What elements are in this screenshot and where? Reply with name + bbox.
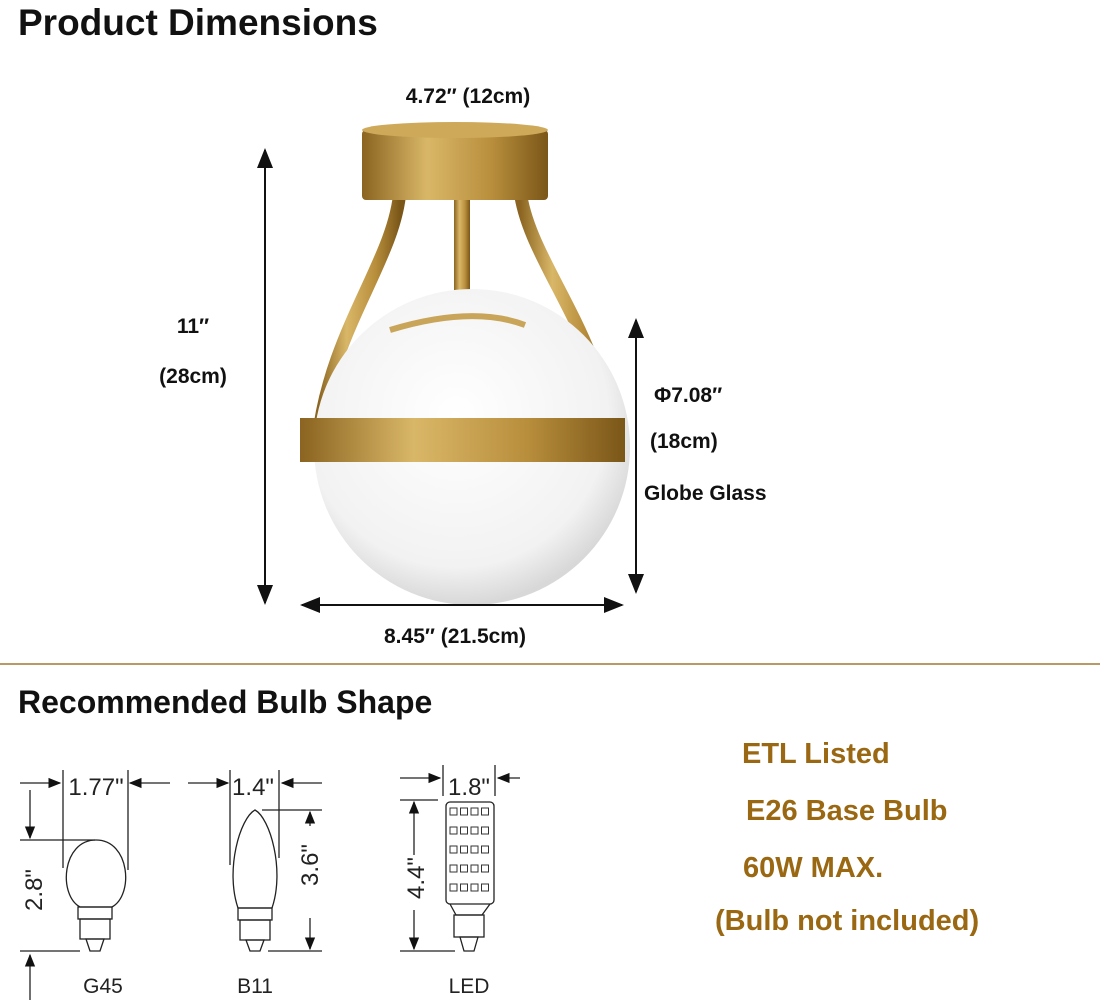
ceiling-light-illustration (300, 122, 630, 605)
globe-glass-label: Globe Glass (644, 482, 767, 505)
led-chip (449, 883, 458, 892)
canopy-top (362, 122, 548, 138)
height-cm-label: (28cm) (159, 365, 227, 388)
led-chip (449, 864, 458, 873)
led-chip-grid (449, 807, 489, 892)
canopy-width-label: 4.72″ (12cm) (406, 85, 530, 108)
g45-name-label: G45 (83, 975, 123, 998)
led-chip (460, 864, 468, 873)
led-chip (470, 807, 479, 816)
b11-width-label: 1.4" (232, 774, 274, 801)
bulb-b11 (188, 770, 322, 952)
led-chip (481, 826, 489, 835)
globe-diameter-cm: (18cm) (650, 430, 718, 453)
center-rod (454, 180, 470, 325)
led-chip (460, 845, 468, 854)
led-chip (460, 883, 468, 892)
bulb-led (400, 765, 520, 952)
spec-max-wattage: 60W MAX. (743, 852, 883, 884)
led-height-label: 4.4" (403, 857, 430, 899)
spec-bulb-not-included: (Bulb not included) (715, 905, 979, 937)
canopy (362, 130, 548, 200)
section-title-bulbs: Recommended Bulb Shape (18, 684, 432, 720)
led-chip (460, 826, 468, 835)
led-chip (481, 864, 489, 873)
led-chip (449, 807, 458, 816)
led-chip (481, 807, 489, 816)
led-chip (470, 883, 479, 892)
g45-width-label: 1.77" (68, 774, 123, 801)
overall-width-label: 8.45″ (21.5cm) (384, 625, 526, 648)
height-inches-label: 11″ (177, 315, 209, 338)
led-width-label: 1.8" (448, 774, 490, 801)
bulb-g45 (20, 770, 170, 1000)
b11-name-label: B11 (237, 975, 273, 998)
led-chip (470, 864, 479, 873)
spec-etl-listed: ETL Listed (742, 738, 890, 770)
globe-collar (389, 313, 527, 333)
led-chip (470, 826, 479, 835)
g45-height-label: 2.8" (21, 869, 48, 911)
led-name-label: LED (449, 975, 490, 998)
led-chip (449, 826, 458, 835)
globe-diameter-inches: Φ7.08″ (654, 384, 722, 407)
b11-height-label: 3.6" (297, 844, 324, 886)
led-chip (449, 845, 458, 854)
led-chip (481, 883, 489, 892)
brass-band (300, 418, 625, 462)
spec-e26-base: E26 Base Bulb (746, 795, 947, 827)
led-chip (481, 845, 489, 854)
led-chip (470, 845, 479, 854)
led-chip (460, 807, 468, 816)
section-title-dimensions: Product Dimensions (18, 2, 378, 43)
